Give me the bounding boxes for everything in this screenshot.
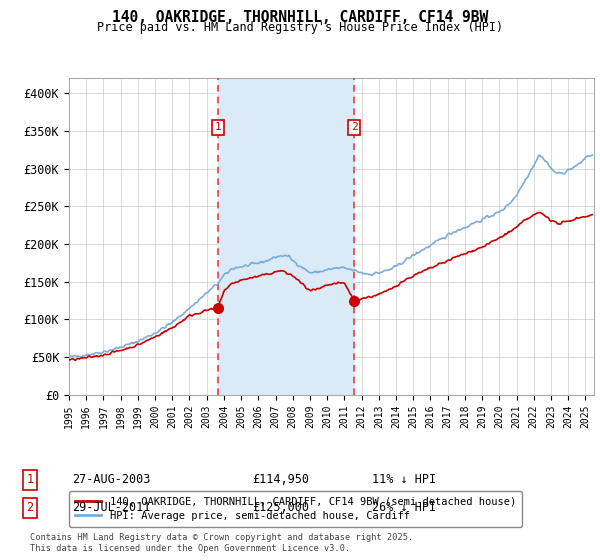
- Text: 26% ↓ HPI: 26% ↓ HPI: [372, 501, 436, 515]
- Text: 1: 1: [26, 473, 34, 487]
- Text: 140, OAKRIDGE, THORNHILL, CARDIFF, CF14 9BW: 140, OAKRIDGE, THORNHILL, CARDIFF, CF14 …: [112, 10, 488, 25]
- Text: Contains HM Land Registry data © Crown copyright and database right 2025.
This d: Contains HM Land Registry data © Crown c…: [30, 533, 413, 553]
- Bar: [218, 78, 355, 395]
- Text: 2: 2: [26, 501, 34, 515]
- Text: Price paid vs. HM Land Registry's House Price Index (HPI): Price paid vs. HM Land Registry's House …: [97, 21, 503, 34]
- Text: 2: 2: [351, 123, 358, 132]
- Text: 27-AUG-2003: 27-AUG-2003: [72, 473, 151, 487]
- Text: 11% ↓ HPI: 11% ↓ HPI: [372, 473, 436, 487]
- Legend: 140, OAKRIDGE, THORNHILL, CARDIFF, CF14 9BW (semi-detached house), HPI: Average : 140, OAKRIDGE, THORNHILL, CARDIFF, CF14 …: [69, 491, 522, 527]
- Text: £114,950: £114,950: [252, 473, 309, 487]
- Text: £125,000: £125,000: [252, 501, 309, 515]
- Text: 1: 1: [214, 123, 221, 132]
- Text: 29-JUL-2011: 29-JUL-2011: [72, 501, 151, 515]
